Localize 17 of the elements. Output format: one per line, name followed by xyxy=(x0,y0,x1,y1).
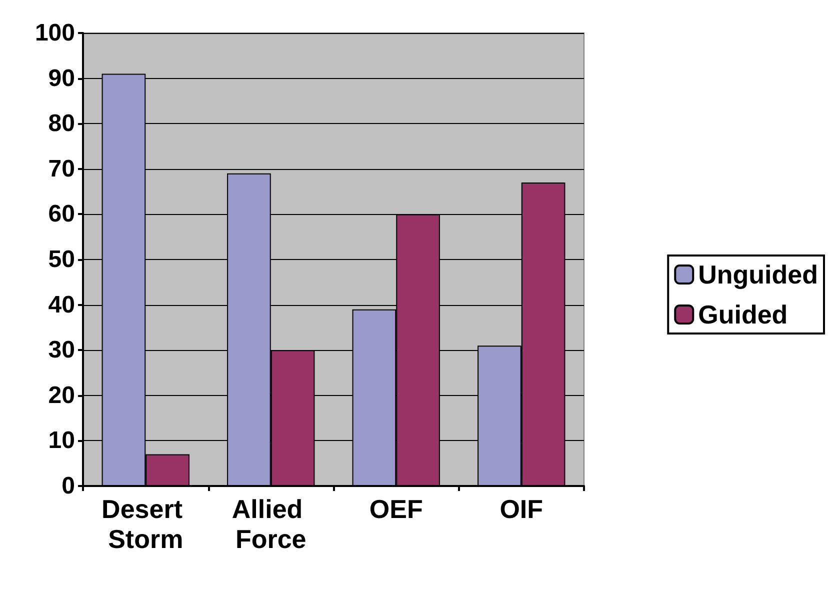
y-tick-label: 40 xyxy=(48,291,75,318)
y-tick-label: 10 xyxy=(48,427,75,454)
y-tick-label: 80 xyxy=(48,110,75,138)
y-tick-label: 50 xyxy=(48,246,75,273)
x-tick-label: Desert Storm xyxy=(102,494,190,554)
legend-label: Unguided xyxy=(698,260,818,290)
y-tick-label: 20 xyxy=(48,382,75,409)
y-tick-label: 60 xyxy=(48,200,75,228)
y-tick-label: 0 xyxy=(62,472,75,500)
y-tick-label: 100 xyxy=(34,20,75,46)
x-tick-label: Allied Force xyxy=(232,494,310,554)
x-tick-label: OIF xyxy=(500,494,544,524)
y-tick-label: 70 xyxy=(48,155,75,182)
legend-label: Guided xyxy=(698,300,788,330)
x-tick-label: OEF xyxy=(369,494,423,524)
y-tick-label: 30 xyxy=(48,336,75,364)
y-tick-label: 90 xyxy=(48,64,75,92)
